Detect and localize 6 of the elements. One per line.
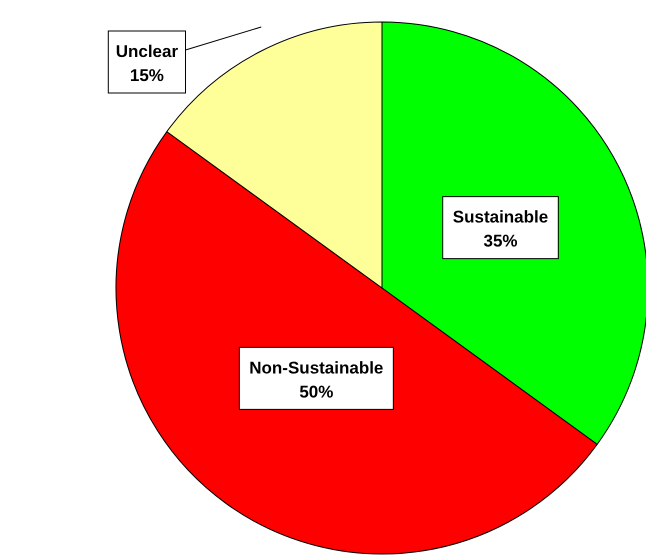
data-label: 50% bbox=[299, 382, 334, 402]
data-label: 35% bbox=[483, 232, 518, 251]
slice-label: Unclear bbox=[116, 42, 178, 61]
slice-label: Sustainable bbox=[452, 208, 548, 227]
data-label: 15% bbox=[130, 66, 164, 85]
slice-label: Non-Sustainable bbox=[249, 358, 384, 378]
